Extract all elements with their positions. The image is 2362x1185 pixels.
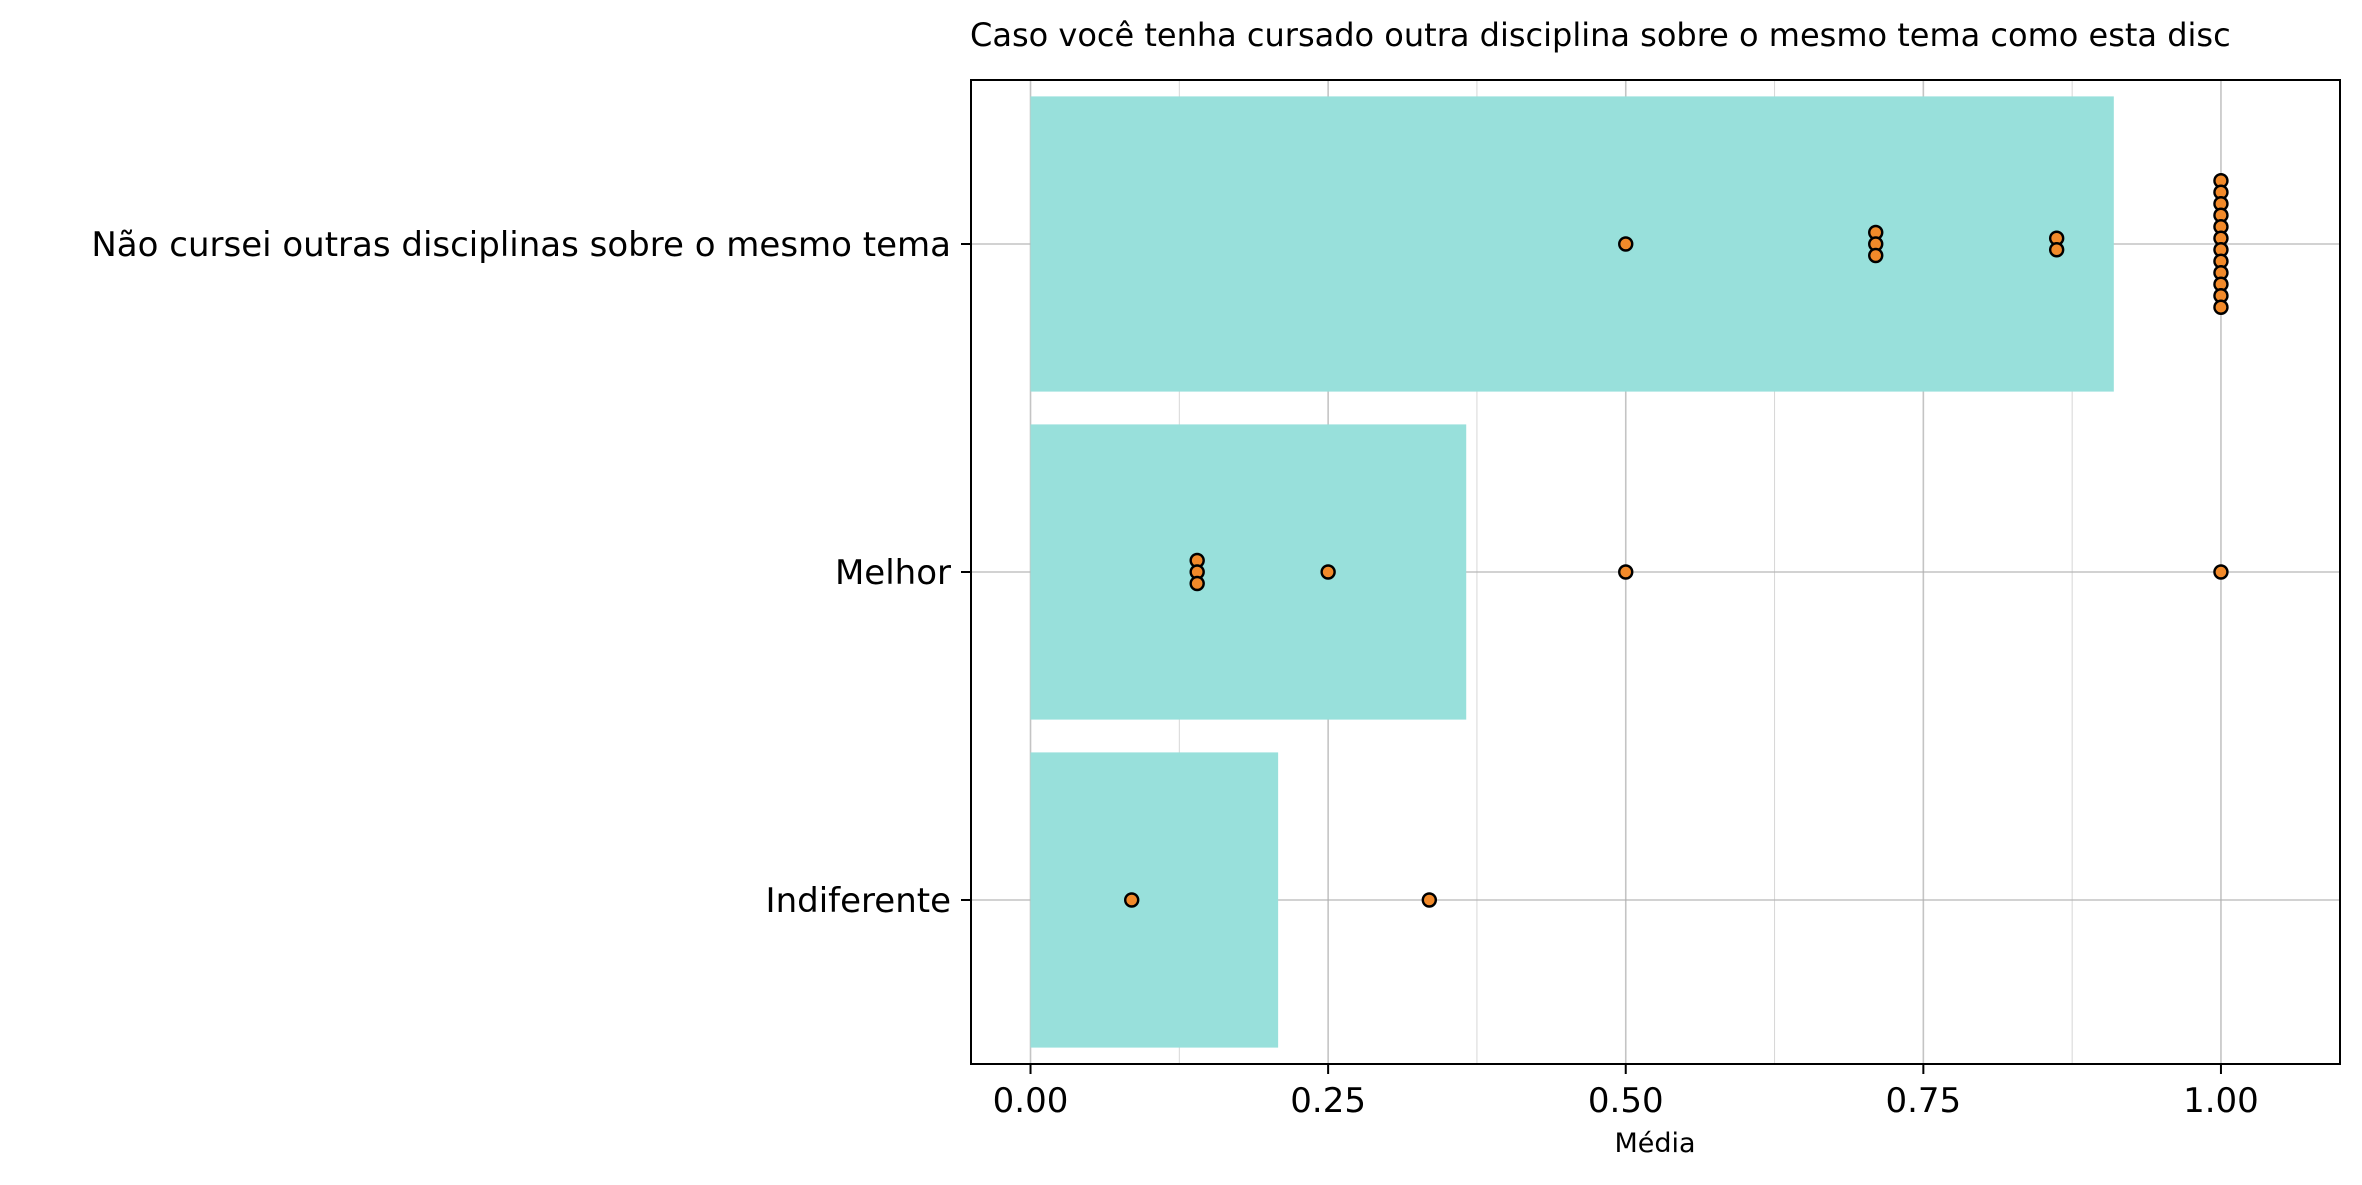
- x-tick-label: 0.25: [1290, 1081, 1366, 1121]
- axis-layer: 0.00 0.25 0.50 0.75 1.00 Não cursei outras di…: [91, 79, 2341, 1121]
- bar: [1030, 752, 1279, 1048]
- bar-layer: [1030, 96, 2114, 1048]
- data-point: [2213, 564, 2229, 580]
- data-point: [1618, 564, 1634, 580]
- point-layer: [1124, 173, 2229, 908]
- data-point: [1124, 892, 1140, 908]
- data-point: [1421, 892, 1438, 908]
- bar: [1030, 424, 1467, 720]
- x-tick-label: 0.50: [1588, 1081, 1664, 1121]
- x-tick-label: 0.75: [1885, 1081, 1961, 1121]
- data-point: [2048, 242, 2065, 258]
- chart-title: Caso você tenha cursado outra disciplina…: [970, 16, 2231, 54]
- data-point: [1868, 247, 1884, 264]
- x-tick-label: 1.00: [2183, 1081, 2259, 1121]
- x-tick-label: 0.00: [993, 1081, 1069, 1121]
- y-tick-label: Não cursei outras disciplinas sobre o me…: [91, 225, 951, 265]
- y-tick-label: Indiferente: [766, 881, 951, 921]
- x-axis-label: Média: [1614, 1128, 1695, 1159]
- y-tick-label: Melhor: [835, 553, 951, 593]
- data-point: [1618, 236, 1634, 252]
- bar: [1030, 96, 2114, 392]
- data-point: [2213, 299, 2229, 315]
- data-point: [1189, 575, 1205, 592]
- data-point: [1320, 564, 1336, 580]
